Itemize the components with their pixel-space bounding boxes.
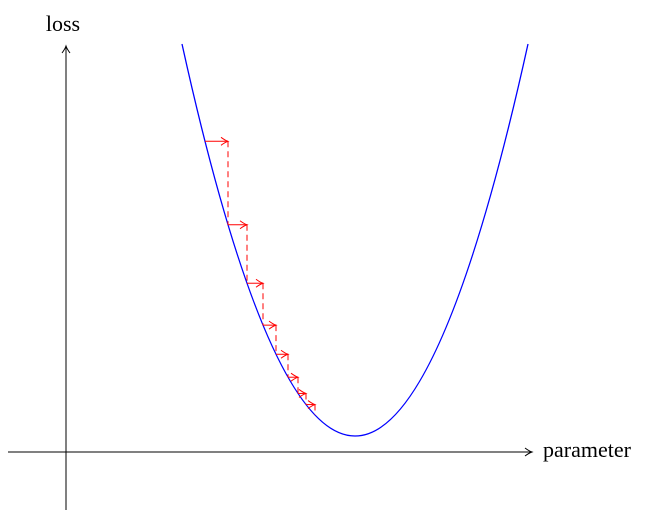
x-axis-label: parameter (543, 437, 632, 462)
loss-curve (181, 43, 529, 437)
y-axis-label: loss (46, 11, 80, 36)
descent-steps (205, 136, 317, 416)
